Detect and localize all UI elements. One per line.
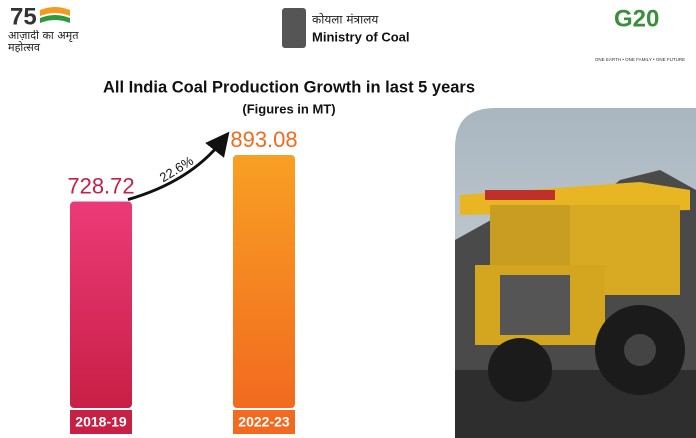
category-label: 2018-19 bbox=[75, 414, 127, 430]
value-label: 893.08 bbox=[230, 127, 297, 152]
truck-photo bbox=[455, 108, 696, 438]
chart-title: All India Coal Production Growth in last… bbox=[103, 77, 475, 96]
ministry-hindi: कोयला मंत्रालय bbox=[312, 13, 379, 27]
header: 75 आज़ादी का अमृत महोत्सव कोयला मंत्रालय… bbox=[8, 3, 685, 62]
g20-logo: G20 bbox=[614, 5, 659, 32]
chart-subtitle: (Figures in MT) bbox=[242, 101, 335, 116]
category-label: 2022-23 bbox=[238, 414, 290, 430]
logo-number: 75 bbox=[10, 3, 37, 30]
growth-arrow bbox=[127, 131, 230, 202]
ministry-name: Ministry of Coal bbox=[312, 29, 410, 44]
emblem bbox=[282, 8, 306, 48]
g20-tagline: ONE EARTH • ONE FAMILY • ONE FUTURE bbox=[595, 57, 685, 62]
bar bbox=[233, 155, 295, 408]
category-box bbox=[70, 410, 132, 434]
bar bbox=[70, 201, 132, 408]
value-label: 728.72 bbox=[67, 173, 134, 198]
logo-text: आज़ादी का अमृत महोत्सव bbox=[8, 30, 79, 54]
category-box bbox=[233, 410, 295, 434]
